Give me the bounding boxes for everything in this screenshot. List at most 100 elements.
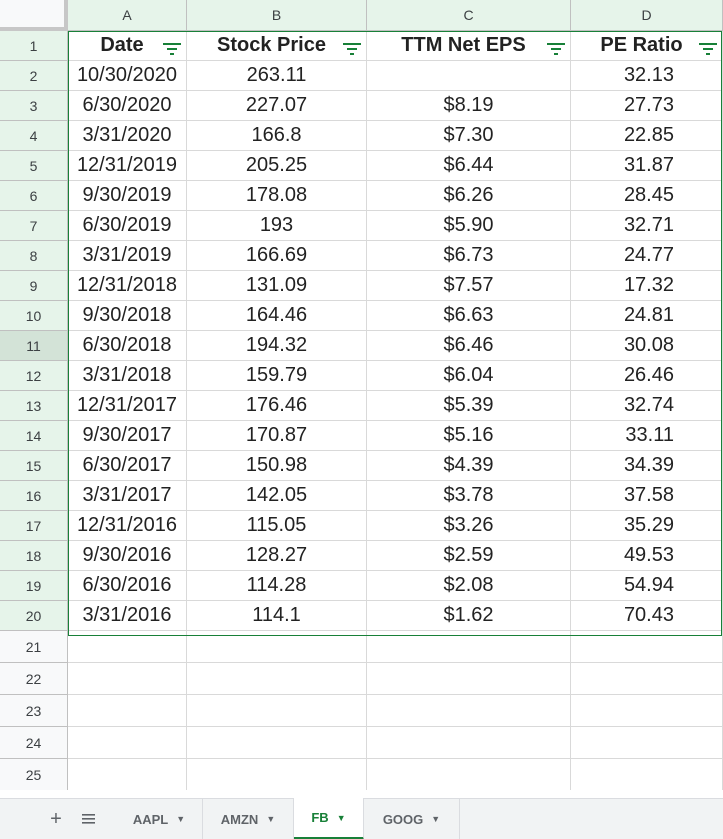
cell-a2[interactable]: 10/30/2020 (68, 61, 187, 91)
cell-d24[interactable] (571, 727, 723, 759)
filter-icon[interactable] (343, 39, 361, 55)
cell-a7[interactable]: 6/30/2019 (68, 211, 187, 241)
cell-d18[interactable]: 49.53 (571, 541, 723, 571)
cell-b12[interactable]: 159.79 (187, 361, 367, 391)
cell-d10[interactable]: 24.81 (571, 301, 723, 331)
cell-a11[interactable]: 6/30/2018 (68, 331, 187, 361)
cell-a12[interactable]: 3/31/2018 (68, 361, 187, 391)
cell-c18[interactable]: $2.59 (367, 541, 571, 571)
cell-b8[interactable]: 166.69 (187, 241, 367, 271)
cell-d21[interactable] (571, 631, 723, 663)
cell-a19[interactable]: 6/30/2016 (68, 571, 187, 601)
cell-b5[interactable]: 205.25 (187, 151, 367, 181)
cell-d19[interactable]: 54.94 (571, 571, 723, 601)
row-header-2[interactable]: 2 (0, 61, 68, 91)
cell-a23[interactable] (68, 695, 187, 727)
row-header-16[interactable]: 16 (0, 481, 68, 511)
cell-d17[interactable]: 35.29 (571, 511, 723, 541)
filter-icon[interactable] (699, 39, 717, 55)
cell-d9[interactable]: 17.32 (571, 271, 723, 301)
cell-a9[interactable]: 12/31/2018 (68, 271, 187, 301)
cell-b13[interactable]: 176.46 (187, 391, 367, 421)
cell-b22[interactable] (187, 663, 367, 695)
row-header-7[interactable]: 7 (0, 211, 68, 241)
cell-c10[interactable]: $6.63 (367, 301, 571, 331)
all-sheets-icon[interactable] (74, 799, 102, 839)
row-header-13[interactable]: 13 (0, 391, 68, 421)
row-header-24[interactable]: 24 (0, 727, 68, 759)
row-header-12[interactable]: 12 (0, 361, 68, 391)
row-header-3[interactable]: 3 (0, 91, 68, 121)
cell-c6[interactable]: $6.26 (367, 181, 571, 211)
cell-a18[interactable]: 9/30/2016 (68, 541, 187, 571)
cell-d14[interactable]: 33.11 (571, 421, 723, 451)
cell-d4[interactable]: 22.85 (571, 121, 723, 151)
cell-b24[interactable] (187, 727, 367, 759)
cell-d11[interactable]: 30.08 (571, 331, 723, 361)
cell-b23[interactable] (187, 695, 367, 727)
cell-d2[interactable]: 32.13 (571, 61, 723, 91)
cell-c15[interactable]: $4.39 (367, 451, 571, 481)
cell-c8[interactable]: $6.73 (367, 241, 571, 271)
column-header-a[interactable]: A (68, 0, 187, 31)
cell-a13[interactable]: 12/31/2017 (68, 391, 187, 421)
cell-b6[interactable]: 178.08 (187, 181, 367, 211)
cell-b2[interactable]: 263.11 (187, 61, 367, 91)
cell-b15[interactable]: 150.98 (187, 451, 367, 481)
cell-a22[interactable] (68, 663, 187, 695)
cell-a10[interactable]: 9/30/2018 (68, 301, 187, 331)
cell-c2[interactable] (367, 61, 571, 91)
cell-c16[interactable]: $3.78 (367, 481, 571, 511)
row-header-10[interactable]: 10 (0, 301, 68, 331)
row-header-6[interactable]: 6 (0, 181, 68, 211)
cell-d23[interactable] (571, 695, 723, 727)
cell-a5[interactable]: 12/31/2019 (68, 151, 187, 181)
cell-c12[interactable]: $6.04 (367, 361, 571, 391)
cell-b25[interactable] (187, 759, 367, 790)
caret-down-icon[interactable]: ▼ (336, 812, 346, 823)
cell-c22[interactable] (367, 663, 571, 695)
filter-icon[interactable] (547, 39, 565, 55)
cell-d8[interactable]: 24.77 (571, 241, 723, 271)
cell-a4[interactable]: 3/31/2020 (68, 121, 187, 151)
cell-c9[interactable]: $7.57 (367, 271, 571, 301)
sheet-tab-aapl[interactable]: AAPL ▼ (116, 799, 203, 839)
cell-c7[interactable]: $5.90 (367, 211, 571, 241)
cell-b14[interactable]: 170.87 (187, 421, 367, 451)
row-header-4[interactable]: 4 (0, 121, 68, 151)
cell-c25[interactable] (367, 759, 571, 790)
cell-c24[interactable] (367, 727, 571, 759)
row-header-19[interactable]: 19 (0, 571, 68, 601)
cell-d6[interactable]: 28.45 (571, 181, 723, 211)
header-cell-a[interactable]: Date (68, 31, 187, 61)
cell-c23[interactable] (367, 695, 571, 727)
header-cell-d[interactable]: PE Ratio (571, 31, 723, 61)
cell-c13[interactable]: $5.39 (367, 391, 571, 421)
sheet-tab-fb[interactable]: FB ▼ (294, 798, 364, 839)
cell-a17[interactable]: 12/31/2016 (68, 511, 187, 541)
cell-d16[interactable]: 37.58 (571, 481, 723, 511)
row-header-17[interactable]: 17 (0, 511, 68, 541)
cell-d15[interactable]: 34.39 (571, 451, 723, 481)
column-header-c[interactable]: C (367, 0, 571, 31)
cell-d3[interactable]: 27.73 (571, 91, 723, 121)
header-cell-c[interactable]: TTM Net EPS (367, 31, 571, 61)
cell-b3[interactable]: 227.07 (187, 91, 367, 121)
cell-a6[interactable]: 9/30/2019 (68, 181, 187, 211)
cell-a24[interactable] (68, 727, 187, 759)
caret-down-icon[interactable]: ▼ (431, 814, 441, 824)
column-header-d[interactable]: D (571, 0, 723, 31)
row-header-5[interactable]: 5 (0, 151, 68, 181)
cell-b4[interactable]: 166.8 (187, 121, 367, 151)
cell-d12[interactable]: 26.46 (571, 361, 723, 391)
cell-b18[interactable]: 128.27 (187, 541, 367, 571)
cell-b7[interactable]: 193 (187, 211, 367, 241)
cell-a21[interactable] (68, 631, 187, 663)
row-header-8[interactable]: 8 (0, 241, 68, 271)
cell-b20[interactable]: 114.1 (187, 601, 367, 631)
cell-b10[interactable]: 164.46 (187, 301, 367, 331)
cell-d20[interactable]: 70.43 (571, 601, 723, 631)
cell-c21[interactable] (367, 631, 571, 663)
cell-d7[interactable]: 32.71 (571, 211, 723, 241)
cell-c3[interactable]: $8.19 (367, 91, 571, 121)
